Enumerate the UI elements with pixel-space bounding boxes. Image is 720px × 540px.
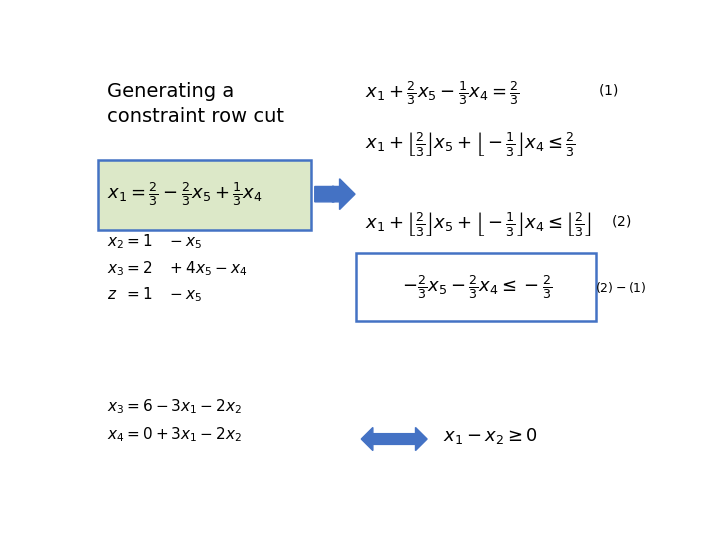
Text: $-\frac{2}{3}x_5 - \frac{2}{3}x_4 \leq -\frac{2}{3}$: $-\frac{2}{3}x_5 - \frac{2}{3}x_4 \leq -… [402,273,553,301]
Text: $(1)$: $(1)$ [598,82,618,98]
Text: $x_3 = 2 \quad +4x_5 - x_4$: $x_3 = 2 \quad +4x_5 - x_4$ [107,259,248,278]
Text: $x_3 = 6 - 3x_1 - 2x_2$: $x_3 = 6 - 3x_1 - 2x_2$ [107,397,242,416]
Text: Generating a
constraint row cut: Generating a constraint row cut [107,82,284,126]
Text: $x_1 = \frac{2}{3} - \frac{2}{3}x_5 + \frac{1}{3}x_4$: $x_1 = \frac{2}{3} - \frac{2}{3}x_5 + \f… [107,180,263,208]
FancyBboxPatch shape [356,253,596,321]
Text: $(2)$: $(2)$ [611,213,631,228]
Text: $x_4 = 0 + 3x_1 - 2x_2$: $x_4 = 0 + 3x_1 - 2x_2$ [107,425,242,444]
Polygon shape [361,428,427,450]
FancyBboxPatch shape [98,159,311,231]
Text: $x_1 - x_2 \geq 0$: $x_1 - x_2 \geq 0$ [443,426,538,446]
Text: $x_1 + \left\lfloor\frac{2}{3}\right\rfloor x_5 + \left\lfloor-\frac{1}{3}\right: $x_1 + \left\lfloor\frac{2}{3}\right\rfl… [365,210,592,238]
Text: $x_1 + \frac{2}{3}x_5 - \frac{1}{3}x_4 = \frac{2}{3}$: $x_1 + \frac{2}{3}x_5 - \frac{1}{3}x_4 =… [365,79,520,106]
Text: $(2) - (1)$: $(2) - (1)$ [595,280,647,295]
Text: $x_2 = 1 \quad -x_5$: $x_2 = 1 \quad -x_5$ [107,233,202,251]
Polygon shape [315,179,355,210]
Text: $z \;\; = 1 \quad -x_5$: $z \;\; = 1 \quad -x_5$ [107,285,202,303]
Text: $x_1 + \left\lfloor\frac{2}{3}\right\rfloor x_5 + \left\lfloor-\frac{1}{3}\right: $x_1 + \left\lfloor\frac{2}{3}\right\rfl… [365,130,576,158]
